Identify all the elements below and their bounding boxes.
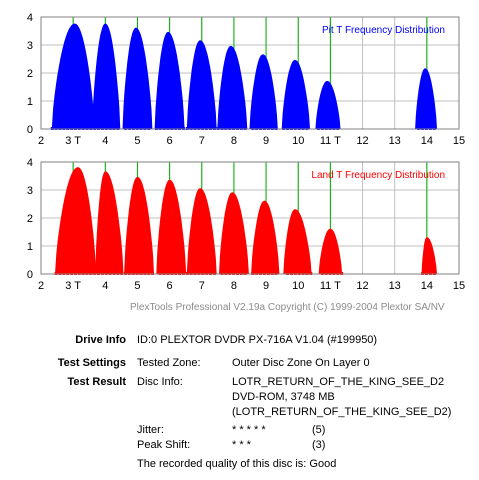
x-tick-label: 12 (356, 280, 368, 292)
x-tick-label: 3 T (65, 280, 81, 292)
land-peak-2 (95, 171, 124, 275)
test-result-label: Test Result (67, 376, 126, 388)
y-tick-label: 0 (27, 269, 33, 281)
y-tick-label: 1 (27, 96, 33, 108)
land-peak-7 (251, 200, 280, 275)
pit-peak-7 (249, 54, 278, 130)
peak-shift-score: (3) (312, 439, 326, 451)
disc-info-line-2: DVD-ROM, 3748 MB (232, 391, 335, 403)
x-tick-label: 8 (231, 280, 237, 292)
land-chart-title: Land T Frequency Distribution (311, 170, 445, 181)
x-tick-label: 7 (199, 280, 205, 292)
x-tick-label: 4 (102, 135, 108, 147)
footer-copyright: PlexTools Professional V2.19a Copyright … (130, 302, 445, 313)
x-tick-label: 7 (199, 135, 205, 147)
jitter-score: (5) (312, 424, 326, 436)
x-tick-label: 5 (134, 135, 140, 147)
peak-shift-key: Peak Shift: (137, 439, 191, 451)
x-tick-label: 3 T (65, 135, 81, 147)
land-peak-6 (218, 192, 249, 275)
pit-peak-10 (415, 68, 438, 130)
drive-info-value: ID:0 PLEXTOR DVDR PX-716A V1.04 (#199950… (137, 334, 378, 346)
x-tick-label: 9 (263, 135, 269, 147)
x-tick-label: 11 T (320, 280, 341, 292)
plot-frame (40, 16, 460, 130)
x-tick-label: 8 (231, 135, 237, 147)
tested-zone-key: Tested Zone: (137, 357, 201, 369)
land-peak-5 (186, 188, 217, 275)
x-tick-label: 2 (38, 135, 44, 147)
x-tick-label: 4 (102, 280, 108, 292)
pit-chart-title: Pit T Frequency Distribution (322, 25, 445, 36)
land-peak-4 (156, 179, 187, 275)
land-peak-9 (318, 228, 343, 275)
x-tick-label: 10 (292, 280, 304, 292)
land-peak-8 (283, 209, 312, 275)
drive-info-label: Drive Info (75, 334, 126, 346)
y-tick-label: 1 (27, 241, 33, 253)
x-tick-label: 15 (453, 135, 465, 147)
x-tick-label: 6 (167, 135, 173, 147)
test-settings-label: Test Settings (57, 357, 126, 369)
disc-info-key: Disc Info: (137, 376, 183, 388)
pit-peak-1 (51, 23, 95, 130)
disc-info-line-3: (LOTR_RETURN_OF_THE_KING_SEE_D2) (232, 406, 452, 418)
quality-result: The recorded quality of this disc is: Go… (137, 458, 337, 470)
pit-peak-2 (91, 23, 121, 130)
land-peak-1 (54, 167, 97, 275)
y-tick-label: 4 (27, 157, 33, 169)
y-tick-label: 2 (27, 213, 33, 225)
peak-shift-stars: * * * (232, 439, 251, 451)
x-tick-label: 14 (421, 135, 433, 147)
x-tick-label: 9 (263, 280, 269, 292)
land-peak-10 (421, 237, 438, 275)
y-tick-label: 0 (27, 124, 33, 136)
x-tick-label: 13 (389, 135, 401, 147)
x-tick-label: 13 (389, 280, 401, 292)
y-tick-label: 2 (27, 68, 33, 80)
x-tick-label: 5 (134, 280, 140, 292)
pit-peak-4 (154, 32, 185, 130)
pit-peak-6 (217, 45, 248, 130)
jitter-key: Jitter: (137, 424, 164, 436)
x-tick-label: 6 (167, 280, 173, 292)
jitter-stars: * * * * * (232, 424, 266, 436)
x-tick-label: 10 (292, 135, 304, 147)
x-tick-label: 14 (421, 280, 433, 292)
x-tick-label: 15 (453, 280, 465, 292)
y-tick-label: 3 (27, 40, 33, 52)
pit-peak-9 (315, 80, 341, 130)
pit-peak-8 (281, 59, 311, 130)
pit-peak-5 (186, 40, 217, 130)
pit-peak-3 (122, 27, 153, 130)
x-tick-label: 11 T (320, 135, 341, 147)
plot-frame (40, 161, 460, 275)
tested-zone-value: Outer Disc Zone On Layer 0 (232, 357, 370, 369)
y-tick-label: 3 (27, 185, 33, 197)
x-tick-label: 12 (356, 135, 368, 147)
disc-info-line-1: LOTR_RETURN_OF_THE_KING_SEE_D2 (232, 376, 445, 388)
land-peak-3 (124, 177, 155, 275)
x-tick-label: 2 (38, 280, 44, 292)
y-tick-label: 4 (27, 12, 33, 24)
